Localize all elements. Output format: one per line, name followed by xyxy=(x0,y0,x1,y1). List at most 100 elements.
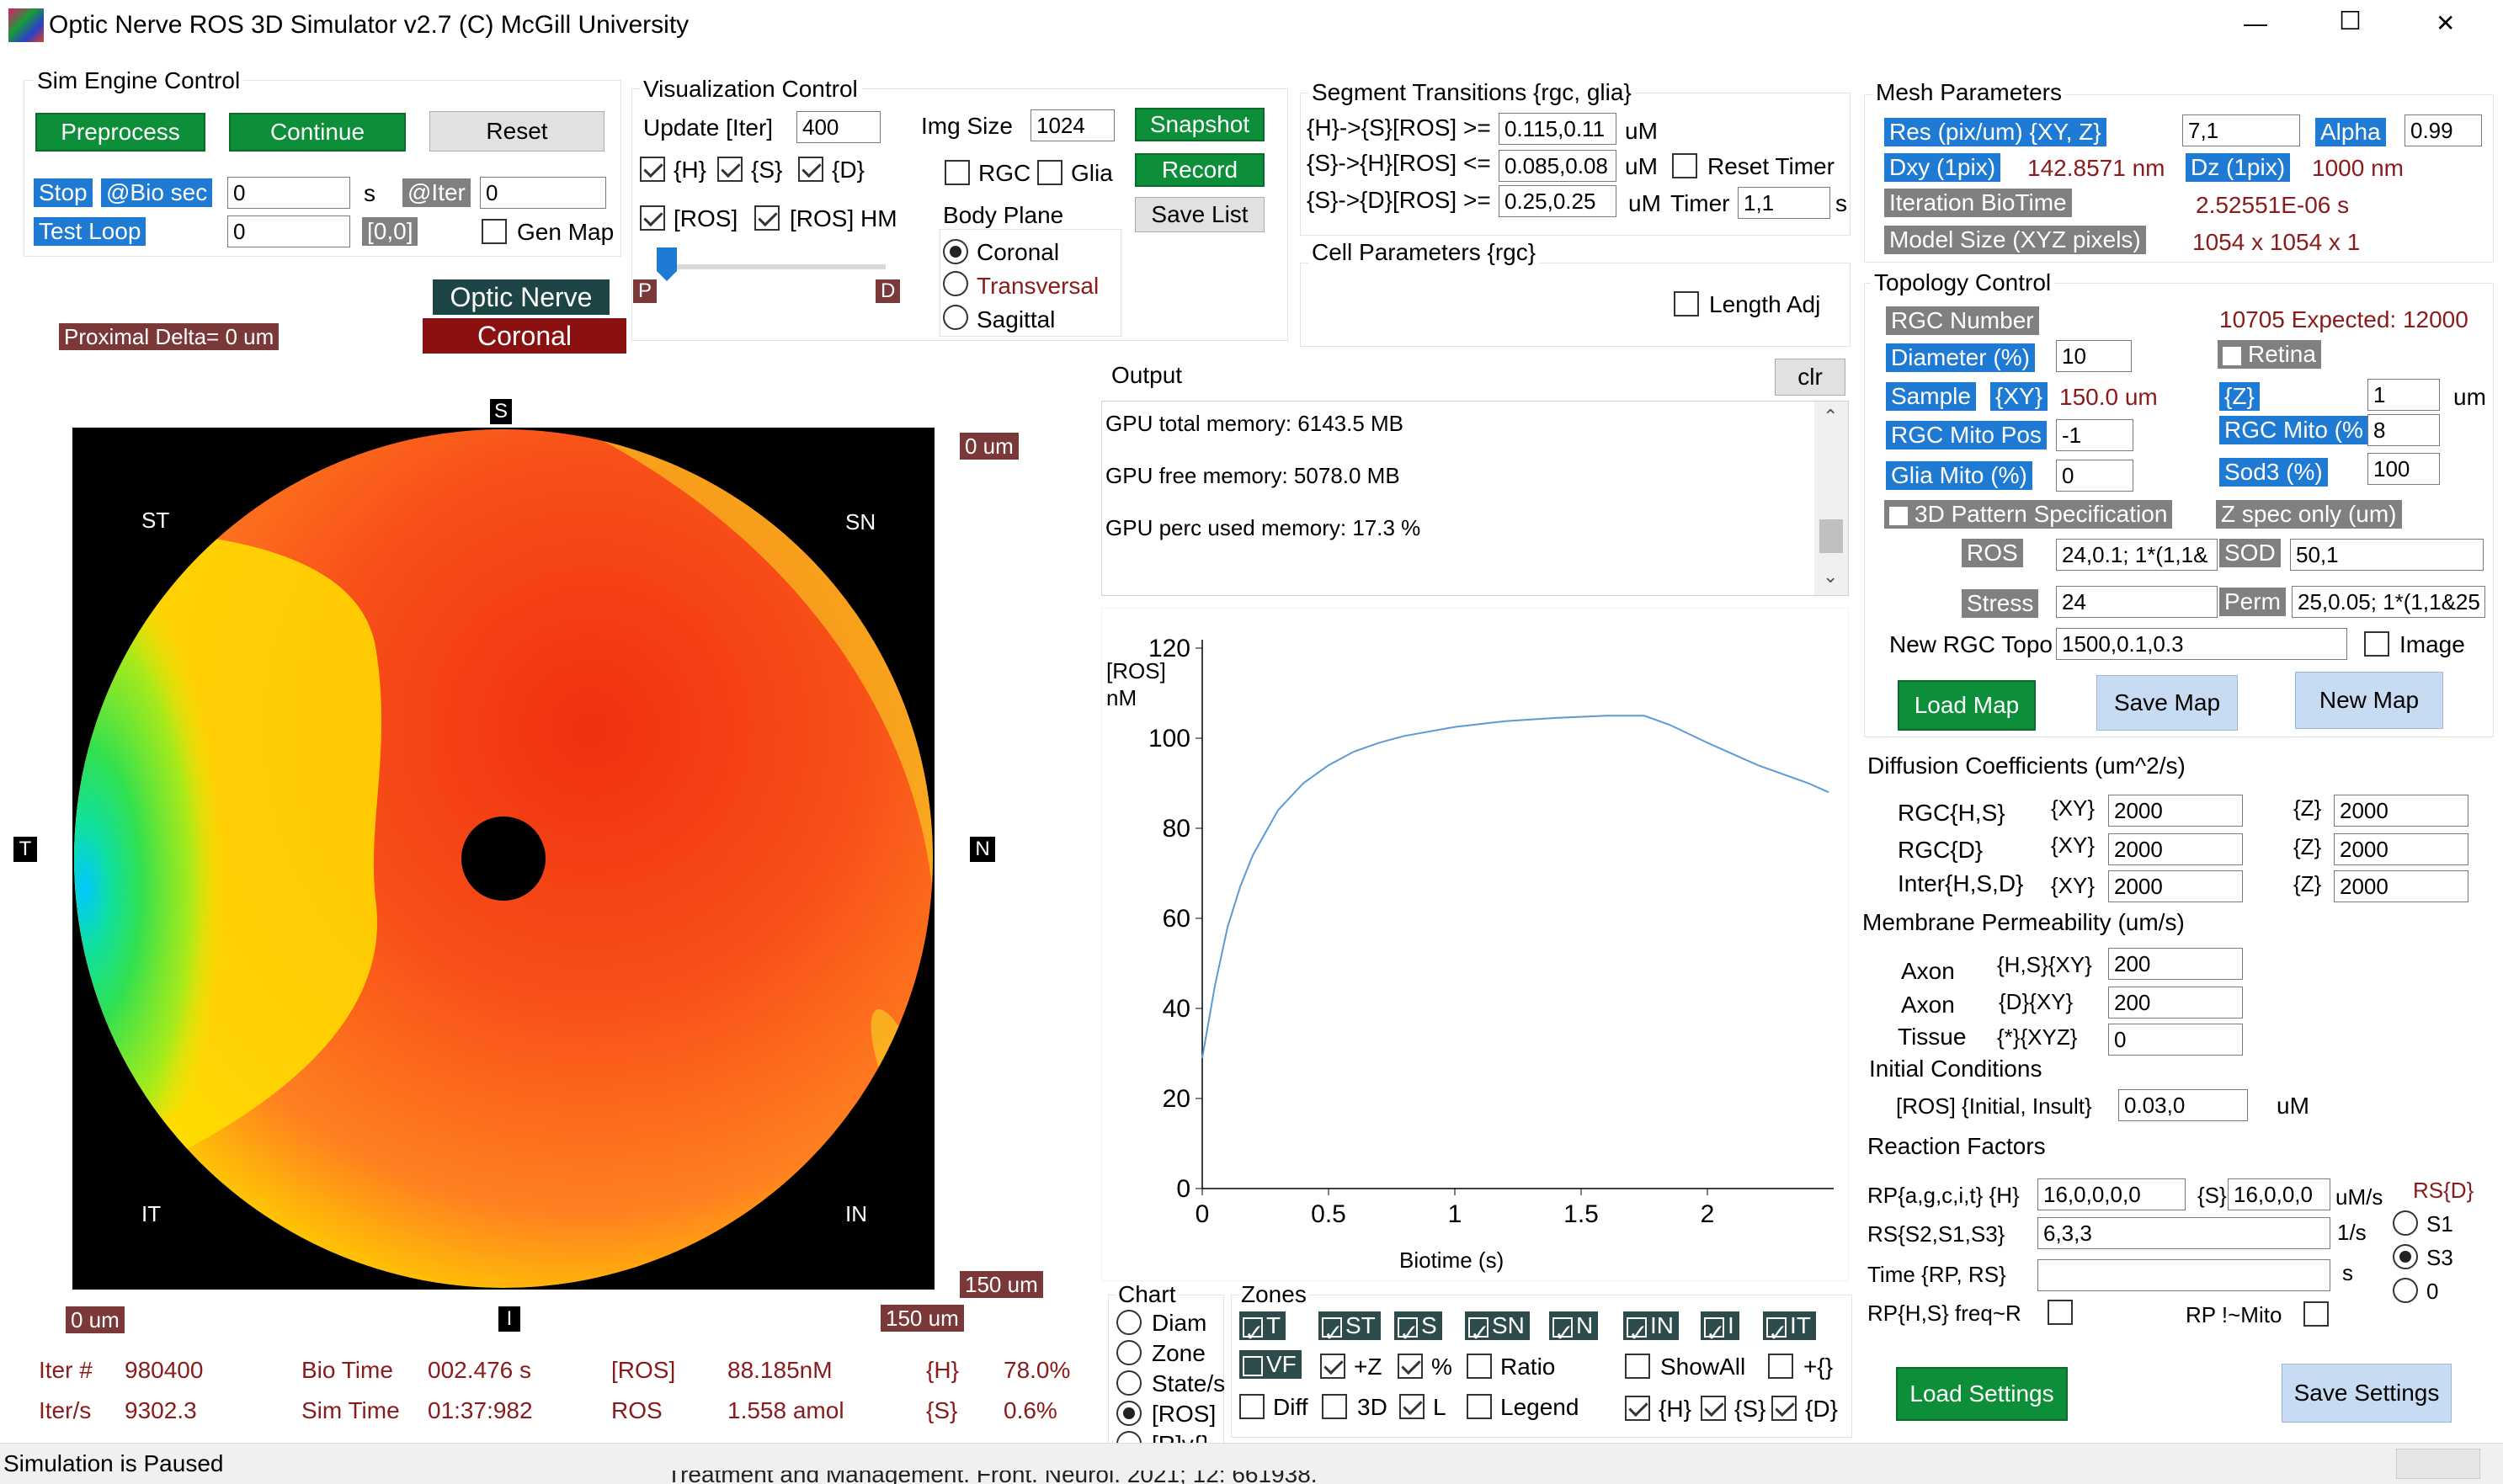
glia-mito-input[interactable]: 0 xyxy=(2056,460,2133,492)
test-loop-button[interactable]: Test Loop xyxy=(34,217,146,246)
plus-z-checkbox[interactable] xyxy=(1320,1354,1345,1379)
minimize-button[interactable]: — xyxy=(2244,10,2267,36)
zone-i-toggle[interactable]: ✓I xyxy=(1701,1311,1739,1346)
zone-vf-toggle[interactable]: VF xyxy=(1239,1350,1302,1379)
diam-radio[interactable] xyxy=(1116,1310,1142,1335)
diff-row3-xy-input[interactable]: 2000 xyxy=(2108,870,2243,902)
rp-h-input[interactable]: 16,0,0,0,0 xyxy=(2037,1178,2186,1210)
s-checkbox[interactable] xyxy=(717,157,743,182)
pct-checkbox[interactable] xyxy=(1398,1354,1423,1379)
zero-radio[interactable] xyxy=(2393,1278,2418,1303)
plus-braces-checkbox[interactable] xyxy=(1768,1354,1793,1379)
continue-button[interactable]: Continue xyxy=(229,113,406,152)
s1-radio[interactable] xyxy=(2393,1210,2418,1236)
reset-button[interactable]: Reset xyxy=(429,111,604,152)
state-radio[interactable] xyxy=(1116,1370,1142,1396)
image-checkbox[interactable] xyxy=(2364,631,2389,657)
coronal-radio[interactable] xyxy=(943,239,968,264)
ratio-checkbox[interactable] xyxy=(1467,1354,1492,1379)
initial-input[interactable]: 0.03,0 xyxy=(2118,1089,2248,1121)
test-loop-input[interactable]: 0 xyxy=(227,215,350,247)
s3-radio[interactable] xyxy=(2393,1244,2418,1269)
transversal-radio[interactable] xyxy=(943,271,968,296)
zone-t-toggle[interactable]: ✓T xyxy=(1239,1311,1286,1346)
mem-row2-input[interactable]: 200 xyxy=(2108,987,2243,1019)
perm-spec-input[interactable]: 25,0.05; 1*(1,1&25 xyxy=(2292,586,2485,618)
reset-timer-checkbox[interactable] xyxy=(1672,153,1697,178)
sod-spec-input[interactable]: 50,1 xyxy=(2290,539,2484,571)
diff-row2-z-input[interactable]: 2000 xyxy=(2334,833,2468,865)
ros-checkbox[interactable] xyxy=(640,205,665,231)
rgc-mito-pct-input[interactable]: 8 xyxy=(2367,414,2440,446)
z-input[interactable]: 1 xyxy=(2367,379,2440,411)
zone-radio[interactable] xyxy=(1116,1340,1142,1365)
zone-s-toggle[interactable]: ✓S xyxy=(1394,1311,1442,1346)
rs-input[interactable]: 6,3,3 xyxy=(2037,1217,2330,1249)
l-checkbox[interactable] xyxy=(1399,1394,1425,1419)
seg-row2-input[interactable]: 0.085,0.08 xyxy=(1499,150,1616,182)
scroll-thumb[interactable] xyxy=(1819,519,1843,553)
zones-s-checkbox[interactable] xyxy=(1701,1396,1726,1421)
scroll-down-icon[interactable]: ⌄ xyxy=(1823,566,1839,587)
save-map-button[interactable]: Save Map xyxy=(2096,675,2238,731)
close-button[interactable]: ✕ xyxy=(2436,10,2456,36)
mito-checkbox[interactable] xyxy=(2303,1301,2329,1327)
freq-checkbox[interactable] xyxy=(2048,1300,2073,1325)
sod3-input[interactable]: 100 xyxy=(2367,453,2440,485)
zone-n-toggle[interactable]: ✓N xyxy=(1549,1311,1599,1346)
iter-input[interactable]: 0 xyxy=(480,177,606,209)
diff-row1-xy-input[interactable]: 2000 xyxy=(2108,795,2243,827)
new-rgc-topo-input[interactable]: 1500,0.1,0.3 xyxy=(2056,628,2347,660)
three-d-checkbox[interactable] xyxy=(1322,1394,1347,1419)
img-size-input[interactable]: 1024 xyxy=(1030,109,1115,141)
seg-row3-input[interactable]: 0.25,0.25 xyxy=(1499,185,1616,217)
showall-checkbox[interactable] xyxy=(1625,1354,1650,1379)
preprocess-button[interactable]: Preprocess xyxy=(35,113,205,152)
diff-row2-xy-input[interactable]: 2000 xyxy=(2108,833,2243,865)
rgc-mito-pos-input[interactable]: -1 xyxy=(2056,419,2133,451)
gen-map-checkbox[interactable] xyxy=(482,219,507,244)
stress-spec-input[interactable]: 24 xyxy=(2056,586,2218,618)
new-map-button[interactable]: New Map xyxy=(2295,672,2443,729)
pattern-3d-toggle[interactable]: 3D Pattern Specification xyxy=(1884,500,2173,529)
timer-input[interactable]: 1,1 xyxy=(1738,187,1830,219)
scroll-up-icon[interactable]: ⌃ xyxy=(1823,406,1839,427)
save-settings-button[interactable]: Save Settings xyxy=(2282,1364,2452,1423)
res-input[interactable]: 7,1 xyxy=(2182,114,2300,146)
alpha-input[interactable]: 0.99 xyxy=(2404,114,2482,146)
ros-hm-checkbox[interactable] xyxy=(754,205,780,231)
zone-st-toggle[interactable]: ✓ST xyxy=(1318,1311,1381,1346)
rgc-checkbox[interactable] xyxy=(945,160,970,185)
zone-in-toggle[interactable]: ✓IN xyxy=(1623,1311,1679,1346)
plane-slider-track[interactable] xyxy=(665,264,886,269)
glia-checkbox[interactable] xyxy=(1037,160,1062,185)
bio-sec-input[interactable]: 0 xyxy=(227,177,350,209)
zone-sn-toggle[interactable]: ✓SN xyxy=(1465,1311,1530,1346)
save-list-button[interactable]: Save List xyxy=(1135,197,1265,232)
ros-radio[interactable] xyxy=(1116,1401,1142,1426)
snapshot-button[interactable]: Snapshot xyxy=(1135,108,1265,141)
ros-spec-input[interactable]: 24,0.1; 1*(1,1& xyxy=(2056,539,2218,571)
seg-row1-input[interactable]: 0.115,0.11 xyxy=(1499,113,1616,145)
h-checkbox[interactable] xyxy=(640,157,665,182)
output-scrollbar[interactable]: ⌃ ⌄ xyxy=(1814,402,1848,595)
length-adj-checkbox[interactable] xyxy=(1674,291,1699,316)
retina-toggle[interactable]: Retina xyxy=(2218,340,2321,369)
mem-row1-input[interactable]: 200 xyxy=(2108,948,2243,980)
diff-row1-z-input[interactable]: 2000 xyxy=(2334,795,2468,827)
resize-grip[interactable] xyxy=(2396,1449,2480,1479)
diff-row3-z-input[interactable]: 2000 xyxy=(2334,870,2468,902)
record-button[interactable]: Record xyxy=(1135,153,1265,187)
zones-h-checkbox[interactable] xyxy=(1625,1396,1650,1421)
load-settings-button[interactable]: Load Settings xyxy=(1896,1367,2068,1421)
zones-d-checkbox[interactable] xyxy=(1771,1396,1797,1421)
time-input[interactable] xyxy=(2037,1259,2330,1291)
maximize-button[interactable]: ☐ xyxy=(2339,8,2362,35)
load-map-button[interactable]: Load Map xyxy=(1898,680,2036,731)
mem-row3-input[interactable]: 0 xyxy=(2108,1024,2243,1056)
legend-checkbox[interactable] xyxy=(1467,1394,1492,1419)
diameter-input[interactable]: 10 xyxy=(2056,340,2132,372)
d-checkbox[interactable] xyxy=(798,157,823,182)
zone-it-toggle[interactable]: ✓IT xyxy=(1763,1311,1816,1346)
clr-button[interactable]: clr xyxy=(1775,359,1845,396)
